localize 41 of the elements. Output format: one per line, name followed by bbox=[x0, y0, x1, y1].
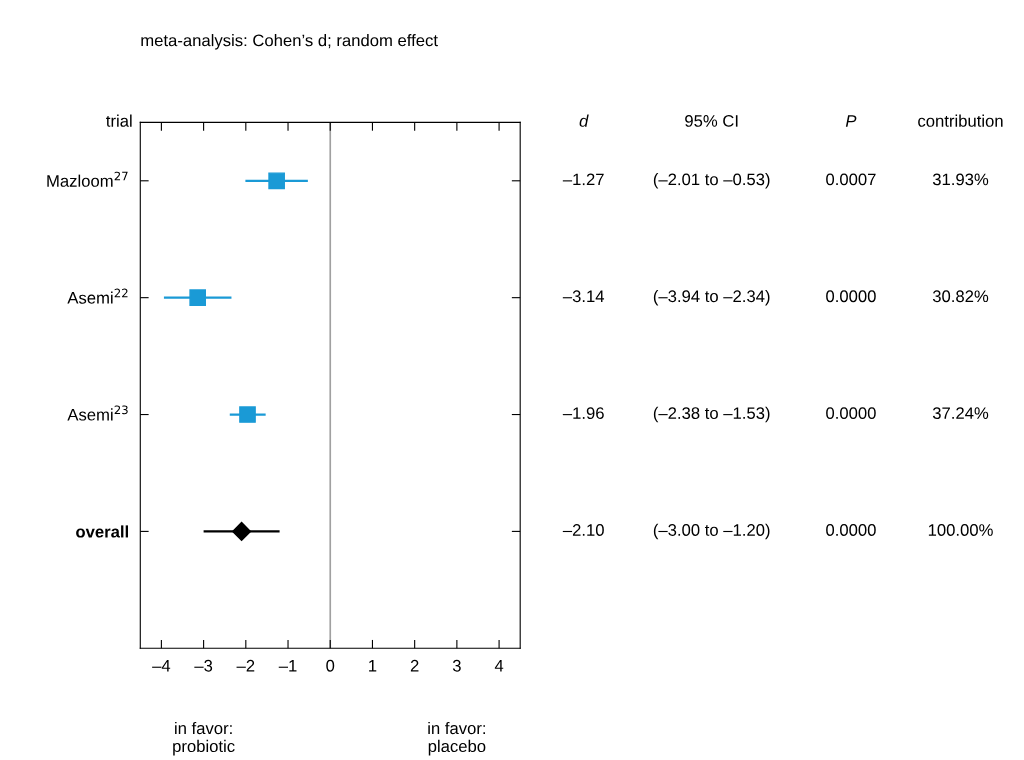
text: (–3.00 to –1.20) bbox=[653, 523, 770, 540]
text: –1.27 bbox=[562, 173, 604, 186]
point bbox=[232, 521, 252, 541]
text: 37.24% bbox=[932, 407, 989, 420]
y-tick-label: Mazloom$^{27}$ bbox=[47, 171, 128, 187]
text: 95% CI bbox=[685, 115, 738, 127]
point bbox=[189, 289, 207, 307]
text: –3.14 bbox=[562, 290, 605, 303]
text: (–2.38 to –1.53) bbox=[653, 406, 770, 423]
text: in favor: placebo bbox=[428, 721, 486, 756]
x-tick-label: –2 bbox=[236, 659, 255, 672]
x-tick-label: 2 bbox=[410, 659, 419, 672]
text: P bbox=[845, 115, 857, 127]
text: 100.00% bbox=[928, 524, 993, 536]
x-tick-label: –1 bbox=[278, 660, 297, 672]
y-tick-label: overall bbox=[76, 525, 128, 538]
y-axis-title: trial bbox=[106, 114, 132, 127]
text: contribution bbox=[918, 114, 1003, 127]
x-tick-label: –3 bbox=[194, 659, 213, 672]
point bbox=[239, 406, 256, 423]
text: (–2.01 to –0.53) bbox=[653, 173, 770, 189]
text: 30.82% bbox=[932, 290, 989, 303]
text: 0.0000 bbox=[826, 407, 876, 420]
x-tick-label: 0 bbox=[326, 659, 335, 672]
text: 0.0007 bbox=[826, 173, 876, 186]
text: –1.96 bbox=[562, 407, 604, 420]
x-tick-label: 4 bbox=[494, 660, 504, 672]
chart-title: meta-analysis: Cohen’s d; random effect bbox=[141, 34, 438, 50]
text: d bbox=[579, 114, 589, 127]
point bbox=[268, 172, 285, 190]
text: in favor: probiotic bbox=[173, 721, 235, 756]
text: 0.0000 bbox=[826, 524, 876, 536]
x-tick-label: 1 bbox=[369, 660, 377, 672]
x-tick-label: 3 bbox=[452, 659, 461, 672]
x-tick-label: –4 bbox=[152, 660, 171, 672]
text: –2.10 bbox=[562, 524, 604, 536]
y-tick-label: Asemi$^{23}$ bbox=[67, 405, 128, 421]
y-tick-label: Asemi$^{22}$ bbox=[67, 288, 128, 304]
text: 31.93% bbox=[932, 173, 989, 186]
text: 0.0000 bbox=[826, 290, 876, 303]
text: (–3.94 to –2.34) bbox=[653, 289, 770, 306]
